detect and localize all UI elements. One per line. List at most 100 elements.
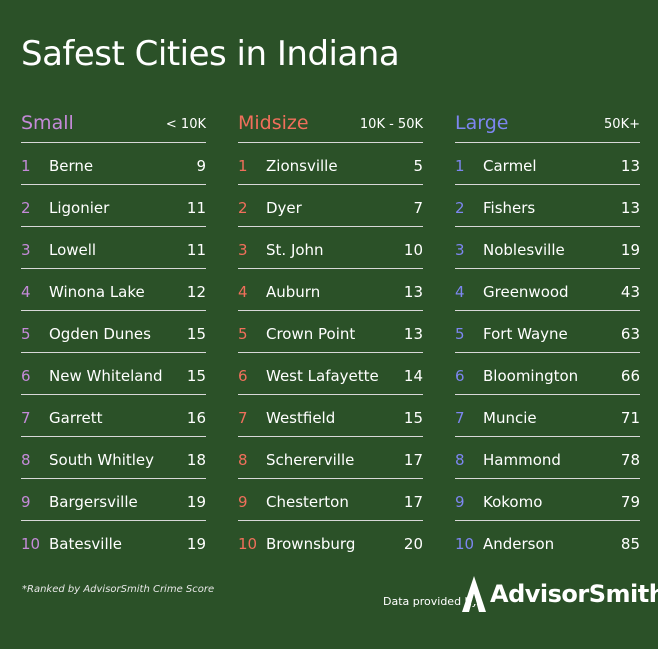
crime-score: 12 (186, 283, 206, 301)
crime-score: 79 (620, 493, 640, 511)
table-row: 2 Dyer 7 (238, 185, 423, 227)
crime-score: 78 (620, 451, 640, 469)
crime-score: 13 (620, 199, 640, 217)
crime-score: 19 (186, 535, 206, 553)
advisorsmith-logo: AdvisorSmith (462, 574, 658, 614)
crime-score: 5 (413, 157, 423, 175)
column-header: Midsize 10K - 50K (238, 110, 423, 143)
table-row: 9 Bargersville 19 (21, 479, 206, 521)
population-range: 10K - 50K (359, 117, 423, 132)
crime-score: 13 (403, 325, 423, 343)
rank-number: 7 (455, 409, 465, 427)
advisorsmith-a-logo-icon (462, 576, 486, 612)
table-row: 2 Ligonier 11 (21, 185, 206, 227)
city-name: Batesville (49, 535, 123, 553)
page-title: Safest Cities in Indiana (21, 34, 400, 74)
city-name: Garrett (49, 409, 103, 427)
city-name: West Lafayette (266, 367, 379, 385)
crime-score: 85 (620, 535, 640, 553)
crime-score: 10 (403, 241, 423, 259)
table-row: 9 Kokomo 79 (455, 479, 640, 521)
rank-number: 6 (455, 367, 465, 385)
rank-number: 9 (238, 493, 248, 511)
table-row: 6 Bloomington 66 (455, 353, 640, 395)
crime-score: 15 (186, 325, 206, 343)
city-name: Ogden Dunes (49, 325, 151, 343)
crime-score: 19 (620, 241, 640, 259)
rank-number: 3 (455, 241, 465, 259)
rank-number: 5 (21, 325, 31, 343)
crime-score: 63 (620, 325, 640, 343)
city-name: Anderson (483, 535, 555, 553)
city-name: Brownsburg (266, 535, 356, 553)
table-row: 1 Berne 9 (21, 143, 206, 185)
city-name: Hammond (483, 451, 561, 469)
rank-number: 2 (21, 199, 31, 217)
city-name: Schererville (266, 451, 355, 469)
city-name: Dyer (266, 199, 302, 217)
data-provided-by-label: Data provided by (383, 595, 479, 608)
city-name: Noblesville (483, 241, 565, 259)
column-header: Small < 10K (21, 110, 206, 143)
column-midsize: Midsize 10K - 50K 1 Zionsville 5 2 Dyer 7 3 St. J… (238, 110, 423, 562)
rank-number: 8 (238, 451, 248, 469)
table-row: 2 Fishers 13 (455, 185, 640, 227)
table-row: 1 Zionsville 5 (238, 143, 423, 185)
rank-number: 4 (238, 283, 248, 301)
table-row: 8 Hammond 78 (455, 437, 640, 479)
table-row: 5 Fort Wayne 63 (455, 311, 640, 353)
crime-score: 71 (620, 409, 640, 427)
table-row: 10 Anderson 85 (455, 521, 640, 562)
rank-number: 1 (238, 157, 248, 175)
crime-score: 66 (620, 367, 640, 385)
city-name: Crown Point (266, 325, 356, 343)
rank-number: 5 (238, 325, 248, 343)
city-name: Fishers (483, 199, 536, 217)
rank-number: 1 (455, 157, 465, 175)
rank-number: 10 (21, 535, 41, 553)
city-name: Bargersville (49, 493, 138, 511)
crime-score: 20 (403, 535, 423, 553)
column-name: Large (455, 112, 509, 134)
rank-number: 6 (21, 367, 31, 385)
table-row: 3 Noblesville 19 (455, 227, 640, 269)
table-row: 7 Garrett 16 (21, 395, 206, 437)
city-name: Chesterton (266, 493, 349, 511)
table-row: 3 Lowell 11 (21, 227, 206, 269)
crime-score: 15 (403, 409, 423, 427)
table-row: 5 Crown Point 13 (238, 311, 423, 353)
city-name: Ligonier (49, 199, 110, 217)
rank-number: 7 (238, 409, 248, 427)
rank-number: 3 (21, 241, 31, 259)
rank-number: 4 (455, 283, 465, 301)
rank-number: 8 (455, 451, 465, 469)
crime-score: 11 (186, 199, 206, 217)
rank-number: 10 (238, 535, 258, 553)
city-name: Lowell (49, 241, 97, 259)
rank-number: 9 (21, 493, 31, 511)
column-name: Small (21, 112, 74, 134)
city-name: Kokomo (483, 493, 543, 511)
table-row: 1 Carmel 13 (455, 143, 640, 185)
table-row: 4 Greenwood 43 (455, 269, 640, 311)
rank-number: 9 (455, 493, 465, 511)
crime-score: 17 (403, 451, 423, 469)
crime-score: 18 (186, 451, 206, 469)
city-name: New Whiteland (49, 367, 163, 385)
city-name: Greenwood (483, 283, 569, 301)
table-row: 4 Winona Lake 12 (21, 269, 206, 311)
rank-number: 1 (21, 157, 31, 175)
city-name: Fort Wayne (483, 325, 568, 343)
crime-score: 16 (186, 409, 206, 427)
population-range: 50K+ (604, 117, 640, 132)
column-small: Small < 10K 1 Berne 9 2 Ligonier 11 3 Lowell 11 4 Wi… (21, 110, 206, 562)
rank-number: 2 (238, 199, 248, 217)
population-range: < 10K (165, 117, 206, 132)
table-row: 8 Schererville 17 (238, 437, 423, 479)
city-name: Carmel (483, 157, 537, 175)
city-name: Zionsville (266, 157, 338, 175)
footnote: *Ranked by AdvisorSmith Crime Score (22, 584, 215, 595)
crime-score: 15 (186, 367, 206, 385)
rank-number: 3 (238, 241, 248, 259)
table-row: 8 South Whitley 18 (21, 437, 206, 479)
